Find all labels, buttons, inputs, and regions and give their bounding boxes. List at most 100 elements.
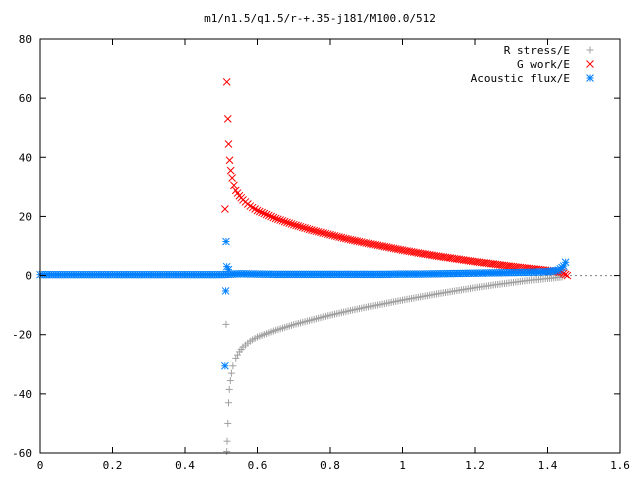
y-tick-label: 80	[19, 33, 32, 46]
data-point	[339, 234, 348, 242]
data-point	[271, 214, 280, 223]
data-point	[222, 78, 231, 86]
legend-entry-label: G work/E	[517, 58, 570, 71]
data-point	[225, 156, 234, 165]
data-point	[396, 245, 405, 254]
data-point	[330, 232, 339, 240]
x-tick-label: 0	[37, 459, 44, 472]
data-point	[335, 233, 343, 241]
data-point	[221, 205, 229, 213]
data-point	[287, 220, 296, 228]
data-point	[319, 229, 328, 237]
data-point	[326, 230, 334, 239]
data-point	[223, 437, 231, 445]
legend-entry-label: R stress/E	[504, 44, 570, 57]
data-point	[344, 235, 352, 244]
data-point	[269, 213, 278, 222]
x-tick-label: 1.4	[538, 459, 558, 472]
data-point	[563, 271, 572, 280]
data-point	[342, 234, 350, 243]
data-point	[337, 233, 346, 242]
data-point	[255, 207, 264, 216]
series-0	[222, 273, 566, 456]
data-point	[227, 369, 235, 377]
data-point	[321, 229, 330, 238]
data-point	[232, 354, 240, 362]
data-point	[559, 269, 568, 278]
data-point	[292, 221, 300, 230]
data-point	[305, 225, 314, 234]
data-point	[323, 230, 332, 239]
data-point	[351, 236, 359, 245]
data-point	[274, 215, 282, 224]
legend-entry-label: Acoustic flux/E	[471, 72, 570, 85]
x-tick-label: 0.2	[103, 459, 123, 472]
data-point	[385, 243, 393, 252]
legend-entry-marker	[586, 46, 594, 54]
data-point	[348, 236, 357, 245]
data-point	[283, 218, 291, 227]
data-point	[294, 222, 303, 230]
data-point	[380, 242, 389, 251]
data-point	[312, 227, 321, 236]
data-point	[332, 232, 341, 241]
data-point	[375, 241, 384, 250]
data-point	[246, 202, 255, 210]
series-layer	[36, 78, 572, 456]
data-point	[296, 222, 305, 231]
data-point	[267, 212, 275, 221]
data-point	[222, 320, 230, 328]
tick-layer: 0 0.2 0.4 0.6 0.8 1 1.2 1.4 1.6 -60 -40 -20 0 20 40 60 8…	[12, 33, 630, 472]
data-point	[360, 238, 368, 247]
data-point	[387, 244, 396, 252]
data-point	[308, 226, 316, 234]
data-point	[357, 238, 366, 246]
x-tick-label: 1.2	[465, 459, 485, 472]
data-point	[301, 224, 309, 232]
x-tick-label: 0.4	[175, 459, 195, 472]
y-tick-label: 20	[19, 210, 32, 223]
data-point	[366, 240, 375, 248]
data-point	[391, 244, 400, 253]
x-tick-label: 1	[399, 459, 406, 472]
data-point	[223, 114, 232, 123]
data-point	[317, 228, 325, 237]
series-2	[36, 237, 570, 370]
data-point	[303, 224, 312, 233]
legend-entry-marker	[586, 60, 594, 68]
plot-frame	[39, 38, 621, 454]
data-point	[298, 223, 307, 232]
chart-title: m1/n1.5/q1.5/r-+.35-j181/M100.0/512	[204, 12, 436, 25]
data-point	[285, 219, 294, 228]
data-point	[371, 240, 380, 249]
data-point	[561, 258, 570, 267]
data-point	[221, 287, 230, 295]
data-point	[248, 203, 257, 212]
data-point	[364, 239, 373, 248]
y-tick-label: -60	[12, 447, 32, 460]
data-point	[230, 181, 238, 190]
y-tick-label: 0	[25, 270, 32, 283]
data-point	[260, 209, 269, 218]
data-point	[346, 235, 355, 244]
data-point	[369, 240, 377, 249]
data-point	[226, 166, 235, 175]
data-point	[389, 244, 398, 253]
x-tick-label: 0.8	[320, 459, 340, 472]
legend-entry-marker	[586, 74, 594, 82]
data-point	[229, 362, 237, 370]
data-point	[373, 241, 382, 250]
x-tick-label: 1.6	[610, 459, 630, 472]
data-point	[310, 226, 318, 235]
data-point	[362, 239, 371, 247]
data-point	[278, 216, 287, 225]
data-point	[225, 399, 232, 407]
data-point	[258, 208, 266, 217]
data-point	[280, 217, 289, 226]
data-point	[378, 242, 386, 251]
y-tick-label: -20	[12, 329, 32, 342]
data-point	[251, 205, 259, 213]
data-point	[223, 448, 231, 456]
